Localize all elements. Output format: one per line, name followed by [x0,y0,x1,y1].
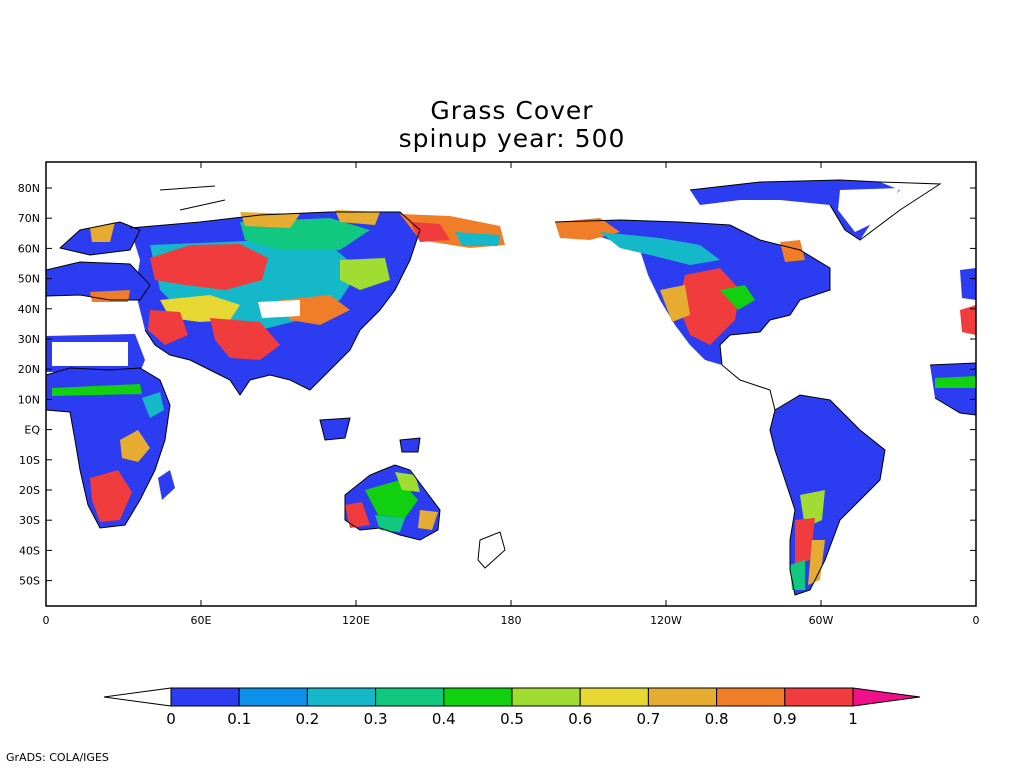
lat-tick-label: 40S [19,544,40,557]
lon-tick-label: 60E [191,614,212,627]
colorbar-bin [170,687,240,707]
colorbar-bin [443,687,513,707]
colorbar-label: 0.6 [568,710,592,728]
lat-tick-label: 50S [19,575,40,588]
region-europe [46,222,150,372]
lat-tick-label: 30N [18,333,40,346]
region-south-america [770,395,885,595]
lon-tick-label: 180 [501,614,522,627]
lon-tick-label: 0 [973,614,980,627]
shaded-contour-field [46,180,976,595]
latitude-axis: 80N 70N 60N 50N 40N 30N 20N 10N EQ 10S 20S 30S 40S 50… [18,182,976,588]
lat-tick-label: 10S [19,454,40,467]
colorbar-bin [784,687,854,707]
lat-tick-label: 60N [18,242,40,255]
colorbar-bin [306,687,377,707]
region-north-america [555,180,976,415]
grads-credit: GrADS: COLA/IGES [6,751,109,764]
colorbar-label: 0.2 [295,710,319,728]
lat-tick-label: 50N [18,273,40,286]
colorbar-bin [238,687,308,707]
lon-tick-label: 120E [342,614,370,627]
longitude-axis: 0 60E 120E 180 120W 60W 0 [43,162,980,627]
colorbar-bin [579,687,649,707]
colorbar-label: 0.5 [500,710,524,728]
colorbar-label: 0.1 [227,710,251,728]
colorbar: 0 0.1 0.2 0.3 0.4 0.5 0.6 0.7 0.8 0.9 1 [103,687,921,728]
lat-tick-label: 80N [18,182,40,195]
lat-tick-label: 20S [19,484,40,497]
colorbar-under-triangle [103,687,172,707]
lon-tick-label: 0 [43,614,50,627]
colorbar-bin [511,687,581,707]
lat-tick-label: 10N [18,393,40,406]
map-title: Grass Cover [430,96,594,125]
colorbar-label: 0.8 [705,710,729,728]
lat-tick-label: 30S [19,514,40,527]
colorbar-bin [375,687,445,707]
coastline-outline [46,179,976,596]
lat-tick-label: EQ [24,424,40,437]
region-australia [345,465,440,540]
lat-tick-label: 40N [18,303,40,316]
region-africa [46,368,175,528]
colorbar-label: 0.7 [636,710,660,728]
map-subtitle: spinup year: 500 [398,124,626,153]
lon-tick-label: 120W [650,614,682,627]
colorbar-label: 0.4 [432,710,456,728]
lon-tick-label: 60W [809,614,834,627]
colorbar-label: 0 [166,710,176,728]
lat-tick-label: 20N [18,363,40,376]
colorbar-bin [716,687,786,707]
colorbar-label: 1 [848,710,858,728]
colorbar-label: 0.9 [773,710,797,728]
region-asia [130,210,505,452]
lat-tick-label: 70N [18,212,40,225]
colorbar-label: 0.3 [364,710,388,728]
colorbar-over-triangle [852,687,921,707]
colorbar-bin [647,687,718,707]
